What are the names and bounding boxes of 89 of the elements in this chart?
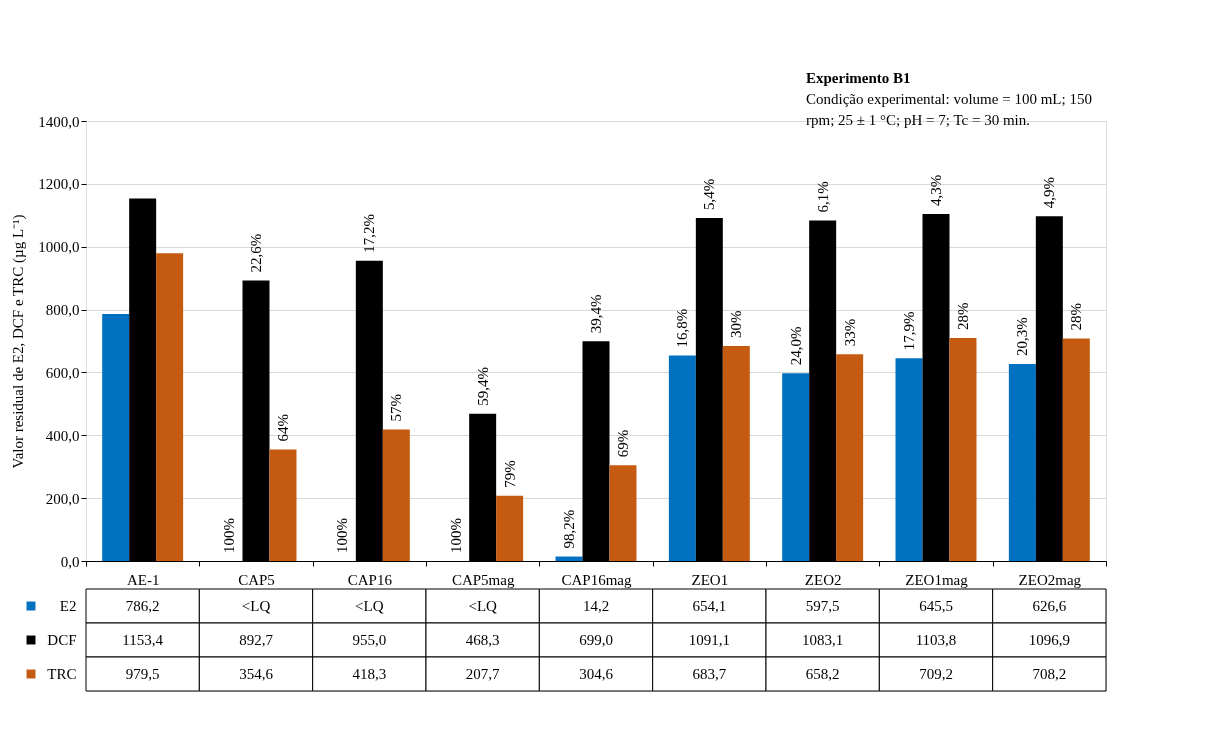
annotation: 98,2%: [561, 509, 578, 549]
x-tick-label: CAP5: [238, 571, 275, 588]
annotation: 22,6%: [248, 233, 264, 273]
data-label: 654,1: [692, 598, 727, 614]
annotation: 24,0%: [787, 326, 804, 366]
x-tick-label: CAP16mag: [561, 571, 632, 588]
data-label: 1153,4: [122, 632, 164, 648]
bar: [722, 346, 750, 561]
x-tick-label: ZEO1mag: [905, 571, 969, 588]
bar: [668, 355, 696, 561]
annotation: 69%: [614, 429, 631, 458]
annotation: 30%: [728, 310, 745, 339]
data-label: 418,3: [352, 666, 387, 682]
annotation: 5,4%: [701, 178, 718, 211]
bar: [555, 556, 583, 561]
annotation: 100%: [221, 518, 238, 553]
x-tick-label: CAP5mag: [451, 571, 515, 588]
x-tick-label: ZEO2: [804, 571, 842, 588]
data-label: 14,2: [582, 598, 610, 614]
bar: [609, 465, 637, 561]
legend-label: DCF: [47, 632, 77, 648]
annotation: 39,4%: [588, 294, 604, 334]
data-label: 979,5: [125, 666, 160, 682]
data-label: 1096,9: [1028, 632, 1070, 648]
annotation: 59,4%: [474, 367, 491, 406]
data-label: 708,2: [1032, 666, 1067, 682]
data-label: 892,7: [239, 632, 274, 648]
text: <LQ: [468, 598, 497, 614]
data-label: 955,0: [352, 632, 387, 648]
text: <LQ: [241, 598, 271, 614]
legend-label: E2: [59, 598, 77, 614]
text: Experimento B1: [806, 70, 911, 86]
annotation: 79%: [501, 460, 518, 488]
annotation: 100%: [447, 518, 464, 553]
data-label: 468,3: [465, 632, 500, 648]
y-tick-label: 1000,0: [38, 239, 80, 256]
annotation: 33%: [841, 318, 858, 347]
annotation: 28%: [1068, 302, 1085, 331]
data-label: 645,5: [919, 598, 953, 614]
y-tick-label: 400,0: [45, 427, 80, 444]
annotation: 57%: [388, 394, 405, 422]
bar: [895, 358, 923, 561]
annotation: 28%: [954, 302, 971, 331]
bar: [836, 354, 864, 561]
bar: [1062, 338, 1090, 561]
annotation: 4,9%: [1041, 177, 1058, 209]
bar: [949, 338, 977, 561]
data-label: 709,2: [919, 666, 953, 682]
data-label: 1083,1: [802, 632, 844, 648]
bar: [1008, 364, 1036, 561]
annotation: 20,3%: [1014, 317, 1031, 357]
y-tick-label: 0,0: [60, 553, 80, 570]
bar: [782, 373, 810, 561]
x-tick-label: AE-1: [126, 571, 160, 588]
annotation: 17,2%: [361, 214, 378, 253]
data-label: 597,5: [805, 598, 840, 614]
data-label: 786,2: [125, 598, 160, 614]
bar: [382, 429, 410, 561]
y-tick-label: 600,0: [45, 364, 80, 381]
bar: [496, 495, 524, 561]
data-label: 683,7: [692, 666, 727, 682]
data-label: 207,7: [465, 666, 501, 682]
annotation: 16,8%: [674, 308, 691, 348]
data-label: 658,2: [805, 666, 840, 682]
text: <LQ: [355, 598, 384, 614]
data-label: 626,6: [1032, 598, 1067, 614]
data-label: 354,6: [239, 666, 274, 682]
annotation: 6,1%: [814, 181, 831, 213]
y-tick-label: 800,0: [45, 302, 80, 319]
data-label: 1091,1: [688, 632, 730, 648]
legend-label: TRC: [47, 666, 77, 682]
y-tick-label: 200,0: [45, 490, 80, 507]
annotation: 17,9%: [901, 311, 918, 351]
x-tick-label: ZEO2mag: [1018, 571, 1082, 588]
data-label: 1103,8: [915, 632, 957, 648]
data-label: 304,6: [579, 666, 614, 682]
y-tick-label: 1400,0: [38, 113, 80, 130]
annotation: 64%: [274, 414, 291, 442]
x-tick-label: CAP16: [347, 571, 393, 588]
x-tick-label: ZEO1: [691, 571, 729, 588]
bar: [102, 313, 130, 561]
data-label: 699,0: [579, 632, 613, 648]
annotation: Condição experimental: volume = 100 mL; 150 rpm; 25 ± 1 °C; pH = 7; Tc = 30 min.: [806, 91, 1092, 128]
y-tick-label: 1200,0: [38, 176, 80, 193]
annotation: 4,3%: [928, 174, 944, 207]
bar: [269, 449, 297, 561]
annotation: 100%: [334, 518, 351, 553]
bar: [156, 253, 184, 561]
y-axis-title: Valor residual de E2, DCF e TRC (µg L⁻¹): [10, 214, 28, 469]
